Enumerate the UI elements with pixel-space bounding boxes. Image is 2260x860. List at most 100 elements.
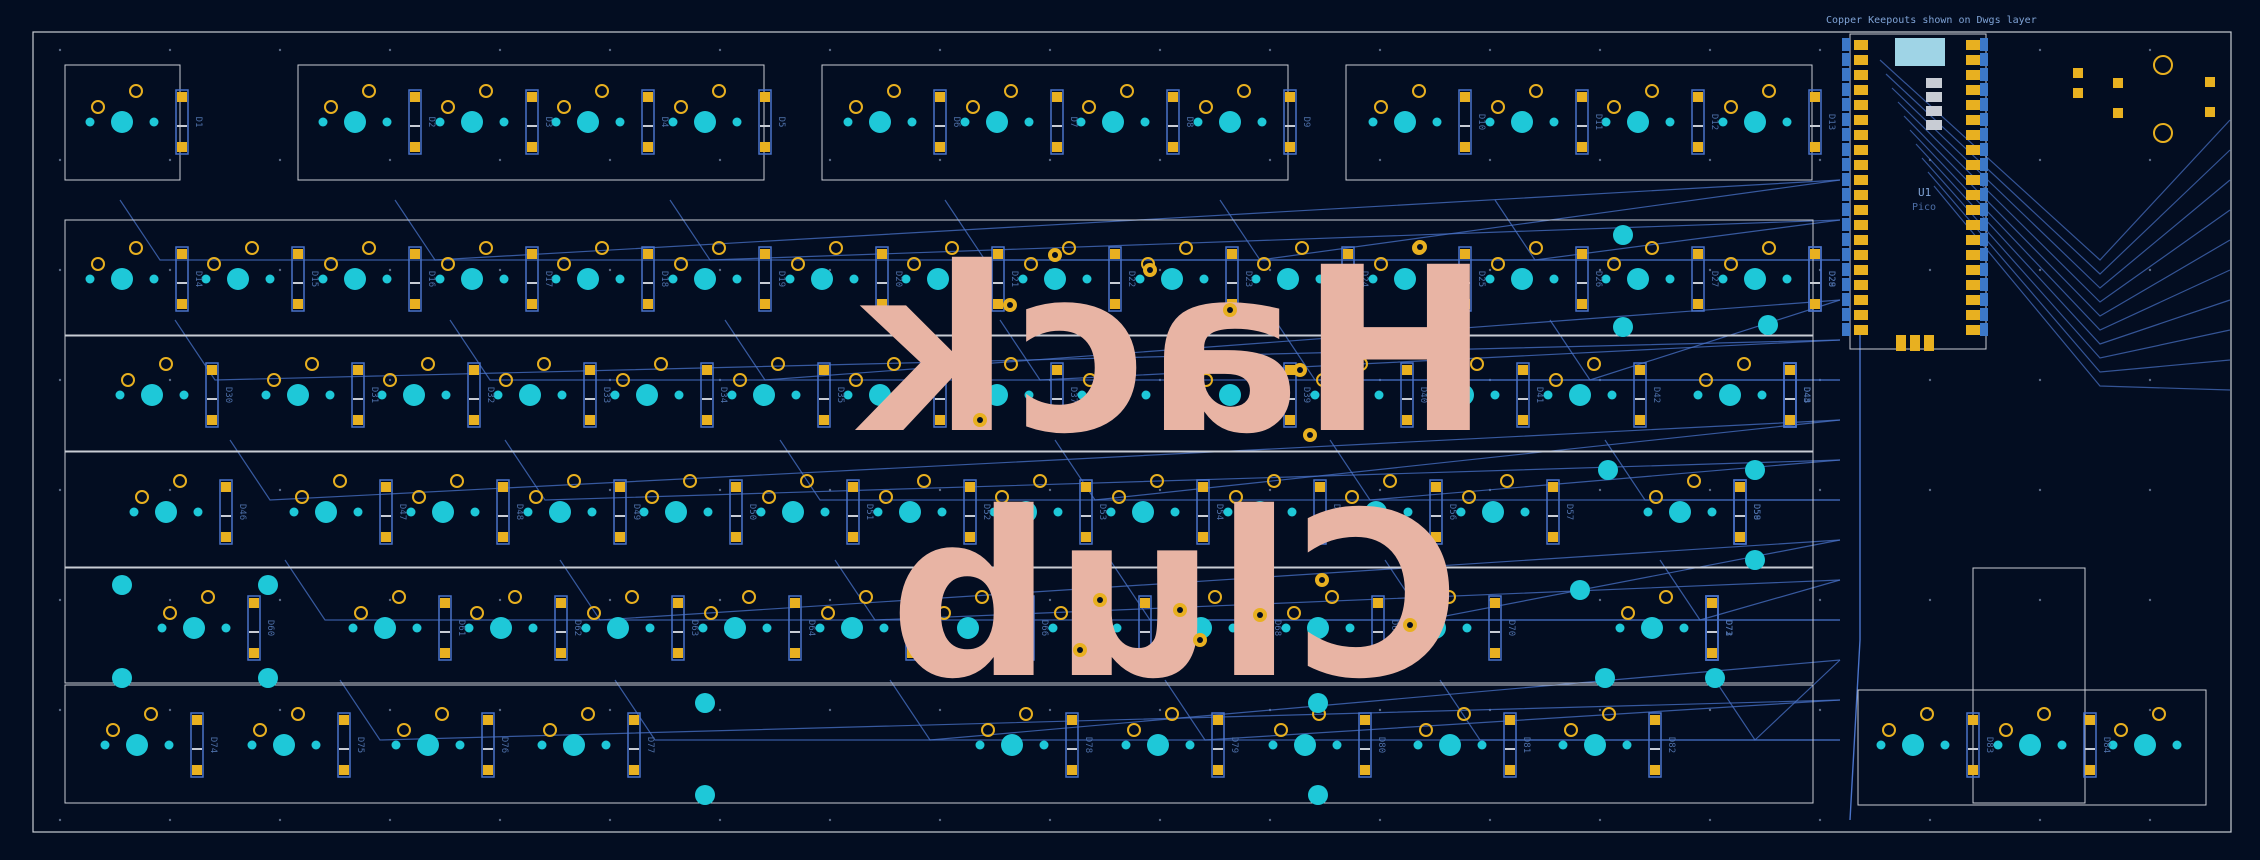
copper-trace xyxy=(1164,679,1841,741)
key-mount-hole xyxy=(1112,623,1122,633)
grid-dot xyxy=(1598,158,1602,162)
key-center-hole xyxy=(461,111,483,133)
diode: D31 xyxy=(351,362,379,428)
diode-body xyxy=(1341,246,1355,312)
mcu-pin-highlight xyxy=(1980,323,1988,336)
diode-ref-label: D59 xyxy=(1751,504,1761,520)
key-mount-hole xyxy=(1643,507,1653,517)
diode-pad xyxy=(965,482,975,492)
key-pin-pad xyxy=(1649,490,1663,504)
key-center-hole xyxy=(183,617,205,639)
diode-pad xyxy=(556,598,566,608)
logo-hack: Hack xyxy=(855,218,1491,484)
mcu-pin-highlight xyxy=(1842,173,1850,186)
key-center-hole xyxy=(1132,501,1154,523)
diode-body xyxy=(1575,89,1589,155)
key-mount-hole xyxy=(1164,623,1174,633)
plate-outline xyxy=(64,684,1814,804)
key-center-hole xyxy=(986,384,1008,406)
grid-dot xyxy=(1928,488,1932,492)
grid-dot xyxy=(1158,818,1162,822)
key-pin-pad xyxy=(253,723,267,737)
copper-trace xyxy=(1879,59,2231,261)
key-center-hole xyxy=(1001,734,1023,756)
key-pin-pad xyxy=(1165,707,1179,721)
diode-ref-label: D68 xyxy=(1272,620,1282,636)
diode-pad xyxy=(410,249,420,259)
diode-pad xyxy=(760,142,770,152)
key-center-hole xyxy=(344,268,366,290)
diode-body xyxy=(758,246,772,312)
diode-pad xyxy=(848,482,858,492)
diode-pad xyxy=(643,299,653,309)
diode-pad xyxy=(1460,142,1470,152)
key-pin-pad xyxy=(1607,100,1621,114)
mcu-test-pad xyxy=(1926,106,1942,116)
key-mount-hole xyxy=(732,274,742,284)
diode: D49 xyxy=(613,479,641,545)
grid-dot xyxy=(168,268,172,272)
diode: D33 xyxy=(583,362,611,428)
diode: D63 xyxy=(671,595,699,661)
mcu-pin-highlight xyxy=(1842,308,1850,321)
key-center-hole xyxy=(1584,734,1606,756)
diode-body xyxy=(1138,595,1152,661)
diode-pad xyxy=(410,299,420,309)
diode: D3 xyxy=(525,89,553,155)
key-mount-hole xyxy=(537,740,547,750)
key-mount-hole xyxy=(849,274,859,284)
key-mount-hole xyxy=(382,117,392,127)
key-pin-pad xyxy=(1621,606,1635,620)
diode-body xyxy=(1254,595,1268,661)
key-pin-pad xyxy=(1295,241,1309,255)
key-mount-hole xyxy=(645,623,655,633)
key-switch xyxy=(756,474,830,523)
diode-body xyxy=(583,362,597,428)
key-pin-pad xyxy=(129,84,143,98)
diode: D8 xyxy=(1166,89,1194,155)
mcu-pin-highlight xyxy=(1842,158,1850,171)
header-pad xyxy=(2073,68,2083,78)
grid-dot xyxy=(278,158,282,162)
logo-via-hole xyxy=(1319,577,1325,583)
mcu-pin xyxy=(1854,100,1868,110)
mcu-pin-highlight xyxy=(1980,263,1988,276)
grid-dot xyxy=(1268,268,1272,272)
key-switch xyxy=(873,474,947,523)
copper-trace xyxy=(1714,659,1841,741)
diode-pad xyxy=(1785,415,1795,425)
key-center-hole xyxy=(227,268,249,290)
key-pin-pad xyxy=(1179,241,1193,255)
stabilizer-hole xyxy=(1745,460,1765,480)
key-mount-hole xyxy=(149,117,159,127)
mcu-pin-highlight xyxy=(1842,293,1850,306)
stabilizer-hole xyxy=(1745,550,1765,570)
diode: D68 xyxy=(1254,595,1282,661)
diode: D25 xyxy=(1458,246,1486,312)
diode-pad xyxy=(907,598,917,608)
grid-dot xyxy=(1268,488,1272,492)
diode-pad xyxy=(353,415,363,425)
key-mount-hole xyxy=(1993,740,2003,750)
key-center-hole xyxy=(1902,734,1924,756)
key-switch xyxy=(960,357,1034,406)
key-switch xyxy=(1485,84,1559,133)
diode-pad xyxy=(1707,648,1717,658)
grid-dot xyxy=(1928,378,1932,382)
stabilizer-hole xyxy=(258,668,278,688)
grid-dot xyxy=(1268,158,1272,162)
diode-body xyxy=(700,362,714,428)
key-center-hole xyxy=(986,111,1008,133)
key-switch xyxy=(406,474,480,523)
key-pin-pad xyxy=(1267,474,1281,488)
key-center-hole xyxy=(1641,617,1663,639)
diode: D30 xyxy=(205,362,233,428)
diode-pad xyxy=(643,142,653,152)
key-mount-hole xyxy=(610,390,620,400)
key-mount-hole xyxy=(587,507,597,517)
logo-via-hole xyxy=(1227,307,1233,313)
diode: D37 xyxy=(1050,362,1078,428)
diode-pad xyxy=(556,648,566,658)
diode-pad xyxy=(585,365,595,375)
diode-body xyxy=(788,595,802,661)
